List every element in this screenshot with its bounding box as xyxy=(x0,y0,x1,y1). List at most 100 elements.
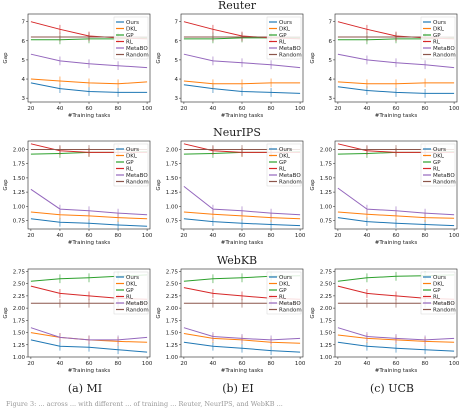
y-tick-label: 3 xyxy=(22,96,26,102)
legend-box xyxy=(266,143,302,187)
legend-label-ours: Ours xyxy=(126,275,139,281)
x-axis-label: #Training tasks xyxy=(375,368,418,374)
column-label-mi: (a) MI xyxy=(68,382,102,395)
y-tick-label: 2.25 xyxy=(13,294,26,300)
y-tick-label: 1.00 xyxy=(13,355,26,361)
x-tick-label: 20 xyxy=(27,361,34,367)
y-tick-label: 1.75 xyxy=(166,162,179,168)
x-tick-label: 40 xyxy=(363,106,370,112)
y-tick-label: 4 xyxy=(22,77,26,83)
legend-label-dkl: DKL xyxy=(279,154,291,160)
y-tick-label: 1.25 xyxy=(320,343,333,349)
legend-label-gp: GP xyxy=(279,33,287,39)
figure-caption: Figure 3: ... across ... with different … xyxy=(6,400,283,408)
x-tick-label: 40 xyxy=(56,106,63,112)
x-tick-label: 100 xyxy=(295,361,306,367)
x-tick-label: 100 xyxy=(142,361,153,367)
x-tick-label: 20 xyxy=(180,106,187,112)
y-tick-label: 1.00 xyxy=(320,355,333,361)
y-tick-label: 1.50 xyxy=(13,331,26,337)
y-tick-label: 0.75 xyxy=(166,218,179,224)
x-tick-label: 80 xyxy=(115,361,122,367)
legend-label-random: Random xyxy=(126,308,149,314)
legend-label-random: Random xyxy=(433,180,456,186)
y-tick-label: 2.75 xyxy=(320,269,333,275)
x-tick-label: 80 xyxy=(115,233,122,239)
x-tick-label: 20 xyxy=(334,106,341,112)
legend-label-gp: GP xyxy=(126,288,134,294)
y-tick-label: 0.75 xyxy=(13,218,26,224)
legend-label-ours: Ours xyxy=(433,147,446,153)
x-tick-label: 100 xyxy=(449,233,460,239)
legend-label-random: Random xyxy=(433,53,456,59)
legend-label-ours: Ours xyxy=(126,147,139,153)
x-tick-label: 40 xyxy=(209,106,216,112)
legend-label-dkl: DKL xyxy=(279,282,291,288)
y-tick-label: 1.25 xyxy=(320,190,333,196)
subplot-neurips-bei: 20 40 60 80 100 0.75 1.00 1.25 1.50 1.75 2.00 #Trai… xyxy=(156,140,306,246)
y-tick-label: 1.00 xyxy=(166,204,179,210)
legend-label-dkl: DKL xyxy=(126,154,138,160)
legend-box xyxy=(420,143,456,187)
y-tick-label: 1.00 xyxy=(166,355,179,361)
subplot-webkb-cucb: 20 40 60 80 100 1.00 1.25 1.50 1.75 2.00 2.25 2.50 2… xyxy=(310,268,460,374)
y-tick-label: 1.25 xyxy=(166,343,179,349)
x-tick-label: 100 xyxy=(142,106,153,112)
legend-label-metabo: MetaBO xyxy=(279,46,301,52)
y-tick-label: 4 xyxy=(175,77,179,83)
y-axis-label: Gap xyxy=(310,179,316,191)
legend-label-ours: Ours xyxy=(279,275,292,281)
legend-label-rl: RL xyxy=(433,167,441,173)
y-axis-label: Gap xyxy=(310,52,316,64)
y-axis-label: Gap xyxy=(156,307,162,319)
legend-label-random: Random xyxy=(126,180,149,186)
x-axis-label: #Training tasks xyxy=(221,113,264,119)
x-tick-label: 40 xyxy=(363,361,370,367)
y-tick-label: 1.00 xyxy=(13,204,26,210)
x-tick-label: 100 xyxy=(449,361,460,367)
y-tick-label: 2.75 xyxy=(13,269,26,275)
x-tick-label: 20 xyxy=(334,233,341,239)
y-tick-label: 2.00 xyxy=(13,306,26,312)
y-tick-label: 2.25 xyxy=(320,294,333,300)
legend-label-random: Random xyxy=(279,180,302,186)
x-tick-label: 80 xyxy=(268,361,275,367)
y-tick-label: 5 xyxy=(22,58,26,64)
y-tick-label: 3 xyxy=(175,96,179,102)
x-axis-label: #Training tasks xyxy=(221,240,264,246)
y-tick-label: 7 xyxy=(329,20,333,26)
x-tick-label: 20 xyxy=(27,106,34,112)
y-tick-label: 6 xyxy=(175,39,179,45)
y-tick-label: 7 xyxy=(175,20,179,26)
y-tick-label: 1.75 xyxy=(320,162,333,168)
legend-label-metabo: MetaBO xyxy=(279,301,301,307)
x-tick-label: 60 xyxy=(239,233,246,239)
legend-box xyxy=(266,271,302,315)
legend-label-rl: RL xyxy=(433,295,441,301)
x-tick-label: 80 xyxy=(268,233,275,239)
subplot-webkb-bei: 20 40 60 80 100 1.00 1.25 1.50 1.75 2.00 2.25 2.50 2… xyxy=(156,268,306,374)
y-tick-label: 1.75 xyxy=(320,318,333,324)
y-tick-label: 6 xyxy=(329,39,333,45)
x-tick-label: 60 xyxy=(86,233,93,239)
legend-label-gp: GP xyxy=(433,33,441,39)
subplot-reuter-cucb: 20 40 60 80 100 3 4 5 6 7 #Training tasks Gap OursDK… xyxy=(310,13,460,119)
x-tick-label: 80 xyxy=(268,106,275,112)
row-title-neurips: NeurIPS xyxy=(213,126,261,139)
x-tick-label: 80 xyxy=(422,106,429,112)
y-tick-label: 2.00 xyxy=(166,306,179,312)
x-axis-label: #Training tasks xyxy=(68,113,111,119)
legend-label-gp: GP xyxy=(279,160,287,166)
y-tick-label: 5 xyxy=(329,58,333,64)
legend-label-random: Random xyxy=(433,308,456,314)
legend-label-rl: RL xyxy=(126,295,134,301)
x-tick-label: 40 xyxy=(209,361,216,367)
y-tick-label: 4 xyxy=(329,77,333,83)
subplot-webkb-ami: 20 40 60 80 100 1.00 1.25 1.50 1.75 2.00 2.25 2.50 2… xyxy=(3,268,153,374)
legend-box xyxy=(113,16,149,60)
x-axis-label: #Training tasks xyxy=(68,368,111,374)
y-axis-label: Gap xyxy=(3,52,9,64)
x-axis-label: #Training tasks xyxy=(221,368,264,374)
legend-box xyxy=(113,143,149,187)
